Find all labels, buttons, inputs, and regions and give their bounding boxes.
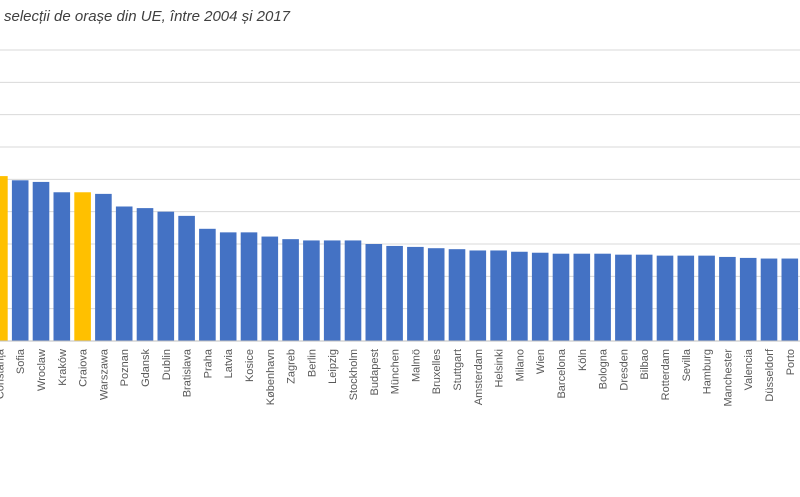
bar-21 <box>427 248 445 341</box>
x-tick-label: Sofia <box>15 348 27 374</box>
x-tick-label: Praha <box>202 348 214 378</box>
bar-27 <box>552 253 570 341</box>
bar-22 <box>448 249 466 341</box>
bars <box>0 176 799 341</box>
x-tick-label: Hamburg <box>702 349 714 394</box>
bar-2 <box>32 181 50 341</box>
x-tick-label: Stuttgart <box>452 349 464 391</box>
x-tick-label: Helsinki <box>494 349 506 388</box>
bar-29 <box>594 253 611 341</box>
bar-8 <box>157 211 175 341</box>
x-tick-label: Amsterdam <box>473 349 485 405</box>
x-tick-label: Manchester <box>722 349 734 407</box>
x-tick-label: Düsseldorf <box>764 348 776 402</box>
bar-26 <box>531 252 549 341</box>
x-tick-label: Porto <box>785 349 797 375</box>
x-tick-label: Warszawa <box>98 348 110 400</box>
x-tick-label: Wien <box>535 349 547 374</box>
bar-7 <box>136 208 154 341</box>
bar-28 <box>573 253 591 341</box>
x-tick-label: Budapest <box>369 349 381 395</box>
x-tick-label: Constanța <box>0 348 6 399</box>
chart-title: selecții de orașe din UE, între 2004 și … <box>4 8 291 25</box>
bar-34 <box>698 255 715 341</box>
bar-20 <box>407 246 424 341</box>
x-tick-label: København <box>265 349 277 405</box>
x-tick-label: Kosice <box>244 349 256 382</box>
bar-31 <box>635 254 653 341</box>
x-tick-label: Köln <box>577 349 589 371</box>
bar-1 <box>11 180 29 341</box>
x-tick-label: Bilbao <box>639 349 651 380</box>
bar-12 <box>240 232 258 341</box>
x-tick-label: Zagreb <box>286 349 298 384</box>
x-tick-label: Stockholm <box>348 349 360 400</box>
bar-16 <box>323 240 341 341</box>
bar-19 <box>386 245 403 341</box>
bar-11 <box>219 232 237 341</box>
bar-4 <box>74 192 91 341</box>
x-tick-label: Poznan <box>119 349 131 386</box>
bar-30 <box>615 254 632 341</box>
x-tick-label: Dresden <box>618 349 630 391</box>
x-tick-label: Malmö <box>410 349 422 382</box>
x-tick-label: Berlin <box>306 349 318 377</box>
x-tick-label: Gdansk <box>140 349 152 387</box>
x-tick-label: Bruxelles <box>431 349 443 395</box>
bar-13 <box>261 236 279 341</box>
bar-15 <box>303 240 320 341</box>
x-tick-label: München <box>390 349 402 394</box>
bar-6 <box>115 206 133 341</box>
x-tick-label: Barcelona <box>556 348 568 398</box>
bar-38 <box>781 258 799 341</box>
x-tick-label: Kraków <box>57 349 69 386</box>
bar-0 <box>0 176 8 341</box>
x-tick-label: Bratislava <box>182 348 194 397</box>
bar-9 <box>178 215 195 341</box>
bar-33 <box>677 255 695 341</box>
bar-35 <box>719 256 736 341</box>
x-tick-label: Sevilla <box>681 348 693 381</box>
bar-25 <box>511 251 528 341</box>
bar-5 <box>95 193 112 341</box>
x-tick-label: Wroclaw <box>36 349 48 391</box>
bar-14 <box>282 239 299 341</box>
x-tick-label: Valencia <box>743 348 755 390</box>
x-tick-labels: Constanța Sofia Wroclaw Kraków Craiova Warsza… <box>0 348 797 407</box>
x-tick-label: Bologna <box>598 348 610 389</box>
x-tick-label: Latvia <box>223 348 235 378</box>
bar-24 <box>490 250 507 341</box>
bar-18 <box>365 244 383 341</box>
bar-3 <box>53 192 71 341</box>
bar-37 <box>760 258 778 341</box>
bar-32 <box>656 255 674 341</box>
x-tick-label: Craiova <box>78 348 90 387</box>
bar-36 <box>739 257 757 341</box>
bar-17 <box>344 240 362 341</box>
bar-23 <box>469 250 487 341</box>
bar-10 <box>199 228 216 341</box>
x-tick-label: Leipzig <box>327 349 339 384</box>
x-tick-label: Rotterdam <box>660 349 672 400</box>
x-tick-label: Milano <box>514 349 526 381</box>
x-tick-label: Dublin <box>161 349 173 380</box>
